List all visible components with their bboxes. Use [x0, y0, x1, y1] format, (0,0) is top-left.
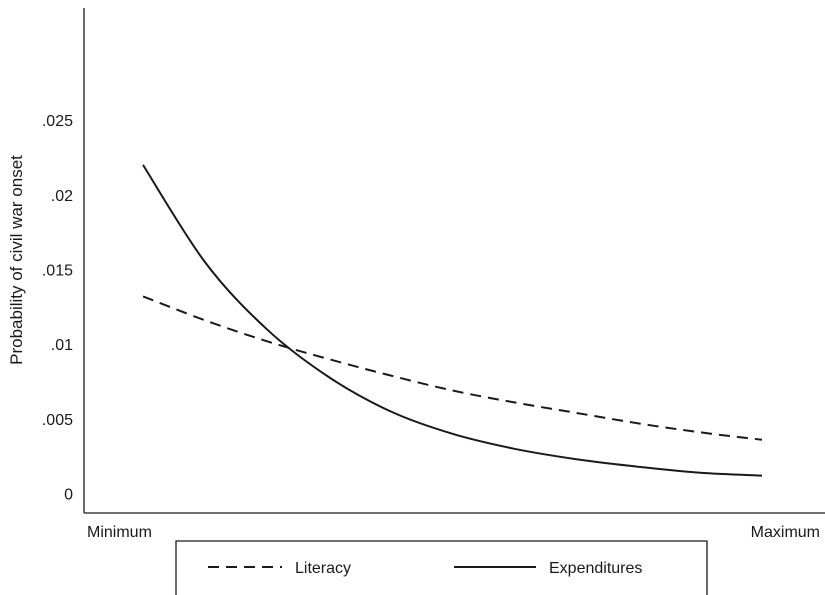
- y-tick-label: .02: [51, 188, 73, 205]
- legend-frame: [175, 540, 708, 595]
- legend-label-expenditures: Expenditures: [549, 560, 642, 577]
- y-tick-labels: 0 .005 .01 .015 .02 .025: [42, 113, 73, 504]
- y-tick-label: .025: [42, 113, 73, 130]
- legend-label-literacy: Literacy: [295, 560, 351, 577]
- y-tick-label: .015: [42, 262, 73, 279]
- x-tick-label-min: Minimum: [87, 524, 152, 541]
- series-line-literacy: [142, 295, 763, 441]
- x-tick-label-max: Maximum: [751, 524, 820, 541]
- series-line-expenditures: [142, 164, 763, 477]
- y-axis-title: Probability of civil war onset: [7, 155, 26, 365]
- y-tick-label: .005: [42, 412, 73, 429]
- plot-area: [142, 164, 763, 477]
- y-tick-label: .01: [51, 337, 73, 354]
- y-tick-label: 0: [64, 487, 73, 504]
- legend: Literacy Expenditures: [175, 540, 708, 595]
